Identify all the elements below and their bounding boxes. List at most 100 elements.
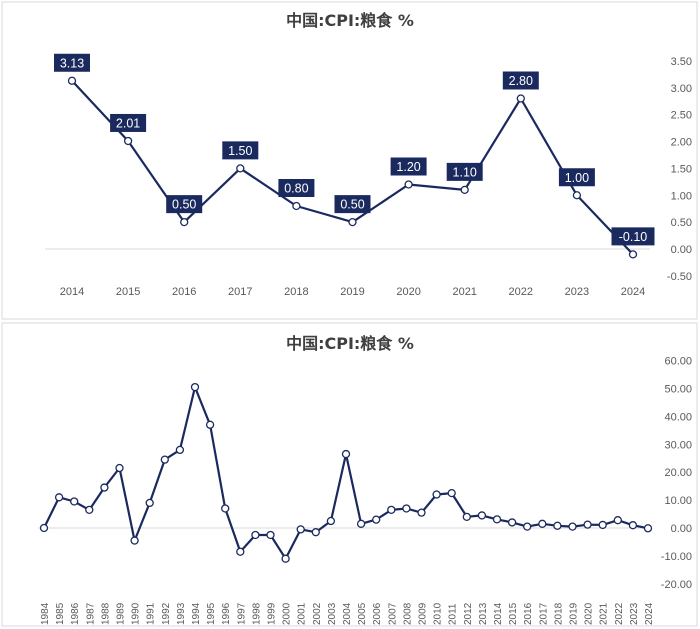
chart-2-x-tick-label: 1994 bbox=[191, 602, 202, 625]
chart-1-data-label-2016: 0.50 bbox=[166, 195, 203, 214]
chart-2-point-1986 bbox=[70, 497, 79, 506]
chart-2-x-tick-label: 1988 bbox=[100, 602, 111, 625]
chart-1-data-label-box bbox=[334, 195, 371, 214]
chart-1-data-label-2014: 3.13 bbox=[54, 53, 90, 72]
chart-2-x-tick-label: 1985 bbox=[55, 602, 66, 625]
chart-2-point-1992 bbox=[160, 455, 169, 464]
chart-2-y-tick-label: 0.00 bbox=[671, 523, 692, 535]
chart-1-y-tick-label: 3.00 bbox=[671, 83, 692, 95]
chart-1-data-label-box bbox=[558, 168, 595, 187]
chart-2-y-tick-label: 20.00 bbox=[664, 467, 692, 479]
chart-1-point-2020 bbox=[404, 180, 413, 189]
chart-2-x-tick-label: 2018 bbox=[553, 602, 564, 625]
chart-2-point-2015 bbox=[507, 518, 517, 527]
chart-1-y-tick-label: 1.00 bbox=[671, 190, 692, 202]
chart-1-data-label-text: 2.80 bbox=[509, 74, 533, 88]
chart-1-data-label-text: 1.00 bbox=[565, 171, 589, 185]
chart-1-x-tick-label: 2017 bbox=[228, 286, 252, 298]
chart-2-point-2011 bbox=[447, 488, 456, 498]
chart-2-x-tick-label: 2005 bbox=[357, 602, 368, 625]
chart-2-point-1998 bbox=[251, 530, 260, 540]
chart-1-data-label-text: 0.50 bbox=[340, 198, 364, 212]
chart-2-point-2023 bbox=[628, 521, 638, 530]
chart-1-x-tick-label: 2015 bbox=[116, 286, 140, 298]
chart-2-x-tick-label: 2003 bbox=[327, 602, 338, 625]
chart-1-data-label-2019: 0.50 bbox=[334, 195, 371, 214]
chart-1-x-tick-label: 2018 bbox=[284, 286, 308, 298]
chart-2-x-tick-label: 1991 bbox=[146, 602, 157, 625]
chart-2-x-tick-label: 2002 bbox=[312, 602, 323, 625]
chart-2-point-1996 bbox=[221, 504, 230, 513]
chart-1-data-label-box bbox=[611, 227, 655, 246]
chart-2-point-1999 bbox=[266, 530, 275, 540]
chart-2-y-tick-label: 50.00 bbox=[664, 384, 692, 396]
chart-2-point-2017 bbox=[538, 519, 547, 528]
chart-1-x-tick-label: 2023 bbox=[565, 286, 589, 298]
chart-1-data-label-2023: 1.00 bbox=[558, 168, 595, 187]
chart-2-x-tick-label: 1996 bbox=[221, 602, 232, 625]
chart-2-point-2001 bbox=[296, 525, 305, 534]
chart-1-point-2022 bbox=[516, 94, 525, 103]
chart-1-data-label-2018: 0.80 bbox=[278, 179, 315, 197]
chart-2-x-tick-label: 2004 bbox=[342, 602, 353, 625]
chart-1-x-tick-label: 2024 bbox=[621, 286, 645, 298]
chart-2-point-2013 bbox=[477, 511, 487, 520]
chart-1-x-tick-label: 2020 bbox=[396, 286, 420, 298]
chart-2-point-2006 bbox=[372, 515, 381, 524]
chart-1-y-tick-label: 0.50 bbox=[671, 217, 692, 229]
chart-2-point-1988 bbox=[100, 483, 109, 492]
chart-2-point-1987 bbox=[85, 505, 94, 515]
chart-2-y-tick-label: 40.00 bbox=[664, 411, 692, 423]
chart-2-x-tick-label: 2009 bbox=[418, 602, 429, 625]
chart-1-data-label-box bbox=[390, 157, 427, 176]
chart-1-data-label-2015: 2.01 bbox=[110, 113, 147, 132]
chart-2-x-tick-label: 1995 bbox=[206, 602, 217, 625]
chart-1-data-label-text: -0.10 bbox=[619, 230, 648, 244]
chart-1-point-2014 bbox=[67, 76, 77, 85]
chart-2-y-tick-label: 10.00 bbox=[664, 495, 692, 507]
chart-2-y-tick-label: -20.00 bbox=[661, 579, 692, 591]
chart-2-x-tick-label: 2022 bbox=[614, 602, 625, 625]
chart-2-point-2014 bbox=[492, 515, 502, 524]
chart-1-data-label-2022: 2.80 bbox=[502, 71, 539, 90]
chart-2-x-tick-label: 2019 bbox=[569, 602, 580, 625]
chart-1-x-tick-label: 2016 bbox=[172, 286, 196, 298]
chart-1-x-tick-label: 2019 bbox=[340, 286, 364, 298]
chart-2-point-1990 bbox=[130, 536, 139, 545]
chart-2-point-1989 bbox=[115, 463, 124, 473]
chart-2-x-tick-label: 2012 bbox=[463, 602, 474, 625]
chart-1-y-tick-label: 3.50 bbox=[671, 56, 692, 68]
chart-1-data-label-box bbox=[446, 162, 483, 181]
chart-2-point-2019 bbox=[568, 522, 577, 531]
chart-2-x-tick-label: 1997 bbox=[236, 602, 247, 625]
chart-1-data-label-text: 0.80 bbox=[284, 182, 308, 196]
chart-1-data-label-text: 3.13 bbox=[60, 56, 84, 70]
chart-1-point-2021 bbox=[460, 185, 469, 195]
chart-2-point-2009 bbox=[417, 508, 426, 517]
chart-1-point-2017 bbox=[236, 164, 245, 173]
chart-2-x-tick-label: 2007 bbox=[387, 602, 398, 625]
chart-2-x-tick-label: 2020 bbox=[584, 602, 595, 625]
chart-2-x-tick-label: 1993 bbox=[176, 602, 187, 625]
chart-2-point-1995 bbox=[205, 420, 215, 429]
chart-1-panel bbox=[1, 1, 698, 320]
chart-1-data-label-text: 1.50 bbox=[228, 144, 252, 158]
chart-2-point-1993 bbox=[175, 445, 185, 455]
chart-1-data-label-text: 1.20 bbox=[396, 160, 420, 174]
chart-2-x-tick-label: 2017 bbox=[538, 602, 549, 625]
chart-2-x-tick-label: 1984 bbox=[40, 602, 51, 625]
chart-2-point-2024 bbox=[643, 524, 653, 533]
chart-2-x-tick-label: 2000 bbox=[282, 602, 293, 625]
chart-2-x-tick-label: 1999 bbox=[267, 602, 278, 625]
chart-2-point-2012 bbox=[462, 512, 471, 521]
chart-2-x-tick-label: 2016 bbox=[523, 602, 534, 625]
chart-1-x-tick-label: 2021 bbox=[452, 286, 476, 298]
chart-1-point-2023 bbox=[572, 191, 582, 200]
chart-2-y-tick-label: -10.00 bbox=[661, 551, 692, 563]
chart-2-x-tick-label: 1987 bbox=[85, 602, 96, 625]
chart-2-x-tick-label: 2014 bbox=[493, 602, 504, 625]
chart-1-data-label-2017: 1.50 bbox=[222, 141, 259, 160]
chart-2-point-2020 bbox=[583, 520, 592, 529]
chart-1-y-tick-label: 2.00 bbox=[671, 137, 692, 149]
